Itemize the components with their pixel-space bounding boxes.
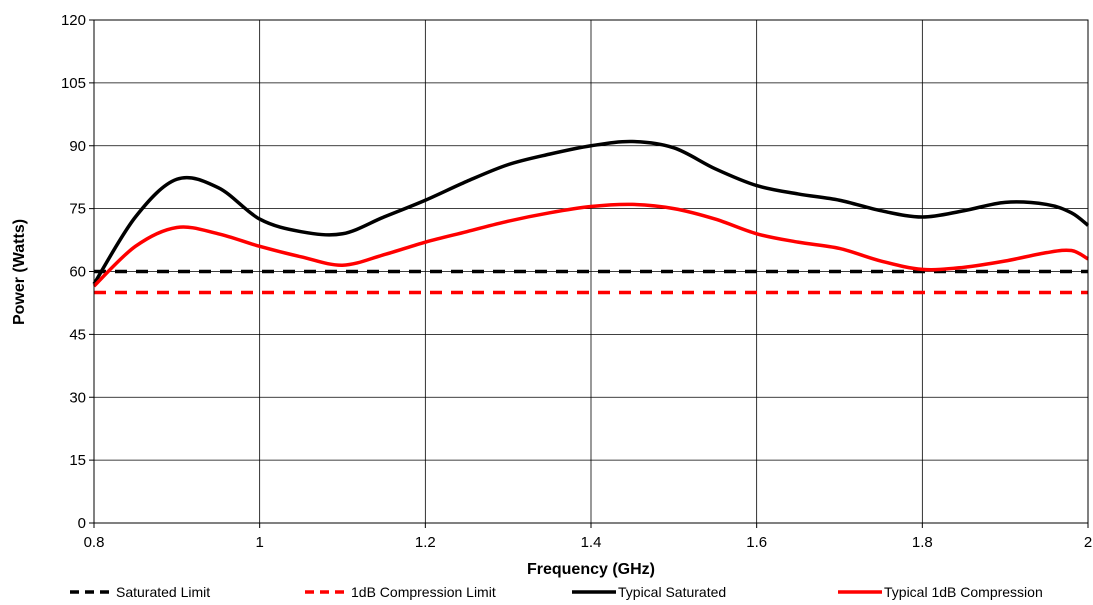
- x-tick-label: 1.4: [581, 534, 602, 551]
- x-tick-label: 1: [255, 534, 263, 551]
- y-tick-label: 90: [69, 138, 86, 155]
- legend-label: Typical Saturated: [618, 584, 726, 600]
- y-tick-label: 60: [69, 264, 86, 281]
- y-tick-label: 45: [69, 326, 86, 343]
- y-tick-label: 75: [69, 201, 86, 218]
- y-tick-label: 120: [61, 12, 86, 29]
- x-tick-label: 2: [1084, 534, 1092, 551]
- y-tick-label: 30: [69, 389, 86, 406]
- series-line-typical-1db-compression: [92, 202, 1089, 288]
- x-tick-label: 1.6: [746, 534, 767, 551]
- legend-label: Typical 1dB Compression: [884, 584, 1043, 600]
- x-tick-label: 1.8: [912, 534, 933, 551]
- legend: Saturated Limit 1dB Compression Limit Typi…: [70, 584, 1043, 600]
- legend-label: Saturated Limit: [116, 584, 210, 600]
- series-group: [92, 139, 1090, 295]
- plot-area-frame: [93, 19, 1089, 524]
- legend-item-typical-saturated: Typical Saturated: [572, 584, 726, 600]
- x-axis-title: Frequency (GHz): [527, 561, 655, 578]
- y-tick-label: 15: [69, 452, 86, 469]
- series-line-typical-saturated: [92, 139, 1090, 285]
- legend-label: 1dB Compression Limit: [351, 584, 496, 600]
- x-tick-label: 0.8: [84, 534, 105, 551]
- tick-labels: 0 15 30 45 60 75 90 105 120 0.8 1 1.2 1.4 1.6 1.8 2: [61, 12, 1092, 551]
- legend-item-saturated-limit: Saturated Limit: [70, 584, 210, 600]
- x-tick-label: 1.2: [415, 534, 436, 551]
- legend-item-typical-1db-compression: Typical 1dB Compression: [838, 584, 1043, 600]
- y-tick-label: 105: [61, 75, 86, 92]
- y-axis-title: Power (Watts): [11, 219, 28, 325]
- y-tick-label: 0: [78, 515, 86, 532]
- legend-item-1db-compression-limit: 1dB Compression Limit: [305, 584, 496, 600]
